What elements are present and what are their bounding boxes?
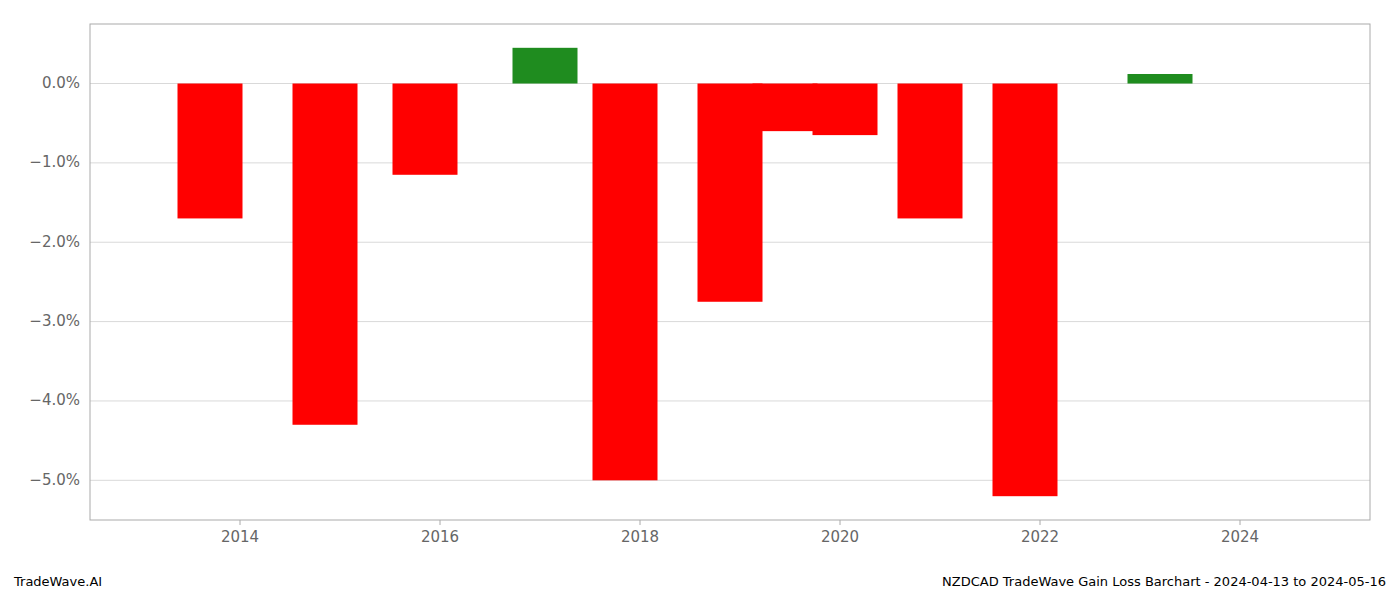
y-tick-label: −5.0% [29,471,80,489]
x-tick [1240,520,1241,525]
y-tick-label: 0.0% [42,74,80,92]
footer-text: NZDCAD TradeWave Gain Loss Barchart - 20… [942,574,1386,589]
x-tick-label: 2020 [821,528,859,546]
bar [898,84,963,219]
x-tick [640,520,641,525]
x-tick-label: 2024 [1221,528,1259,546]
y-tick-label: −3.0% [29,312,80,330]
x-tick-label: 2016 [421,528,459,546]
x-tick-label: 2014 [221,528,259,546]
grid-line [90,480,1370,481]
y-tick-label: −2.0% [29,233,80,251]
bar [593,84,658,481]
bar [178,84,243,219]
bar [993,84,1058,497]
x-tick-label: 2022 [1021,528,1059,546]
y-tick-label: −4.0% [29,391,80,409]
x-tick-label: 2018 [621,528,659,546]
grid-line [90,321,1370,322]
grid-line [90,400,1370,401]
bars [178,48,1193,496]
bar [293,84,358,425]
bar [753,84,818,132]
x-tick [240,520,241,525]
footer-text: TradeWave.AI [13,574,102,589]
chart: 0.0% −1.0% −2.0% −3.0% −4.0% −5.0% 2014 2016 201… [0,0,1400,600]
bar [513,48,578,84]
bar [1128,74,1193,84]
bar [813,84,878,136]
plot-frame [90,24,1370,520]
y-tick-label: −1.0% [29,153,80,171]
bar [393,84,458,175]
x-tick [840,520,841,525]
grid [90,84,1370,481]
x-tick [1040,520,1041,525]
x-tick [440,520,441,525]
